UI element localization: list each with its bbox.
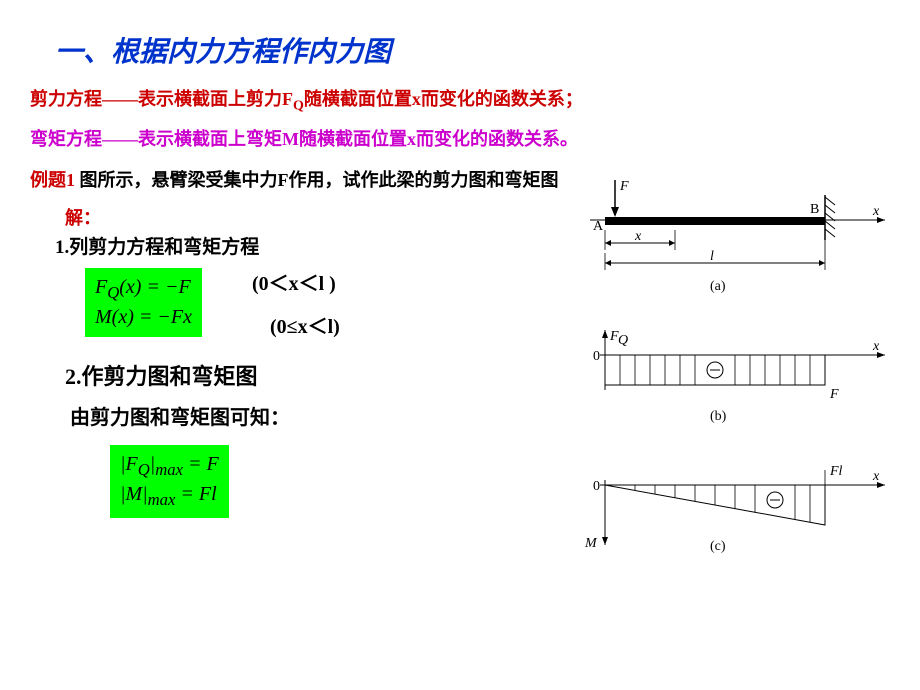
fq-sub: Q [618,333,628,348]
dim-l-label: l [710,249,714,264]
eq1-range: (0＜x＜l ) [252,267,340,296]
diagram-c: x 0 M Fl (c) [575,455,895,570]
dim-x-label: x [634,229,642,244]
caption-c: (c) [710,539,726,554]
shear-def-text: 表示横截面上剪力F [138,89,293,109]
formula-group-2: |FQ|max = F |M|max = Fl [110,445,229,518]
shear-def-tail: 随横截面位置x而变化的函数关系； [304,89,583,109]
x-axis-b: x [872,339,880,354]
shear-def-label: 剪力方程—— [30,89,138,109]
eq-m: M(x) = −Fx [95,306,192,329]
eq-fq-max: |FQ|max = F [120,453,219,480]
beam-svg: x F A B x [575,175,895,305]
eq-m-max: |M|max = Fl [120,483,219,510]
solution-label: 解： [65,204,560,230]
shear-subscript: Q [293,99,304,114]
formula-group-1: FQ(x) = −F M(x) = −Fx [85,268,202,337]
conclusion-text: 由剪力图和弯矩图可知： [70,401,560,430]
point-b-label: B [810,202,819,217]
moment-def-label: 弯矩方程—— [30,129,138,149]
moment-def-text: 表示横截面上弯矩M随横截面位置x而变化的函数关系。 [138,129,578,149]
example-label: 例题1 [30,170,75,190]
x-axis-c: x [872,469,880,484]
shear-definition: 剪力方程——表示横截面上剪力FQ随横截面位置x而变化的函数关系； [30,85,880,115]
point-a-label: A [593,219,604,234]
step2-text: 2.作剪力图和弯矩图 [65,359,560,391]
fl-label: Fl [829,464,843,479]
eq2-range: (0≤x＜l) [270,310,340,339]
x-axis-label: x [872,204,880,219]
eq-fq: FQ(x) = −F [95,276,192,303]
shear-svg: F Q x 0 F (b) [575,325,895,435]
diagram-b: F Q x 0 F (b) [575,325,895,440]
moment-svg: x 0 M Fl (c) [575,455,895,565]
example-block: 例题1 图所示，悬臂梁受集中力F作用，试作此梁的剪力图和弯矩图 [30,166,560,192]
origin-c: 0 [593,479,600,494]
example-text: 图所示，悬臂梁受集中力F作用，试作此梁的剪力图和弯矩图 [75,170,559,190]
origin-b: 0 [593,349,600,364]
f-end-label: F [829,387,839,402]
caption-a: (a) [710,279,726,294]
force-f-label: F [619,179,629,194]
page-title: 一、根据内力方程作内力图 [55,30,880,70]
step1-text: 1.列剪力方程和弯矩方程 [55,232,560,259]
caption-b: (b) [710,409,727,424]
m-axis-label: M [584,536,598,551]
diagram-a: x F A B x [575,175,895,310]
moment-definition: 弯矩方程——表示横截面上弯矩M随横截面位置x而变化的函数关系。 [30,125,880,151]
